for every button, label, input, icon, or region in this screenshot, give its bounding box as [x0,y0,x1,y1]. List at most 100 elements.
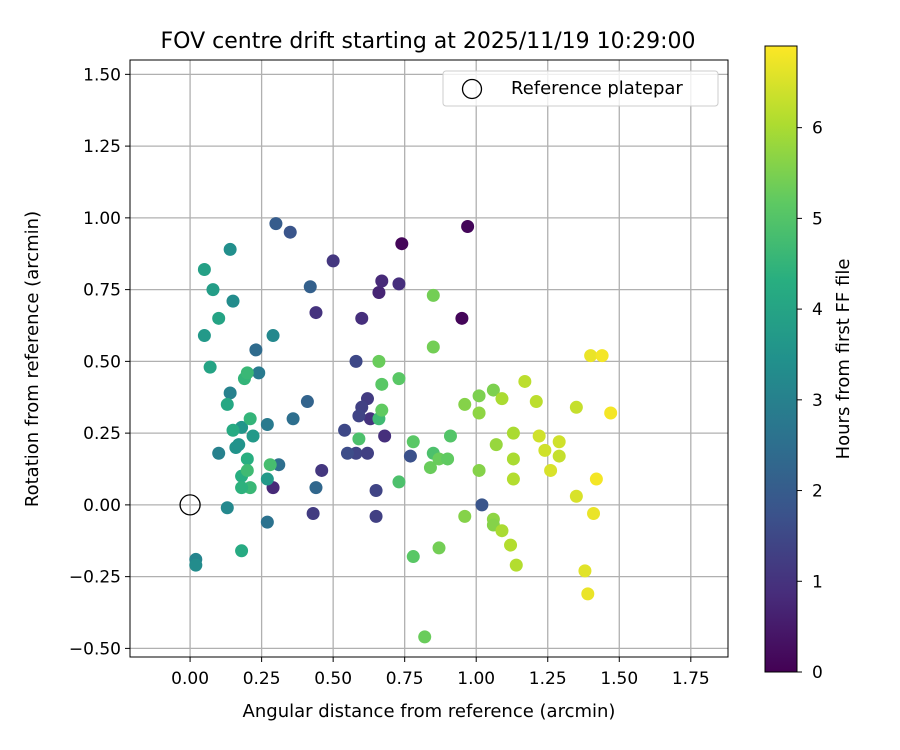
data-point [504,538,518,552]
data-point [472,463,486,477]
data-point [197,329,211,343]
reference-marker-layer [179,494,201,516]
data-point [306,506,320,520]
data-point [372,285,386,299]
data-point [246,429,260,443]
data-point [529,395,543,409]
data-point [352,432,366,446]
colorbar-tick-label: 3 [812,391,823,411]
data-point [369,484,383,498]
data-point [260,515,274,529]
data-point [569,489,583,503]
data-point [212,311,226,325]
data-point [375,377,389,391]
data-point [283,225,297,239]
data-point [506,472,520,486]
data-point [232,438,246,452]
data-point [252,366,266,380]
data-point [203,360,217,374]
x-tick-label: 0.25 [243,669,281,689]
data-point [392,372,406,386]
data-point [369,509,383,523]
data-point [518,374,532,388]
data-point [300,395,314,409]
x-tick-label: 1.25 [529,669,567,689]
data-point [587,506,601,520]
legend-box [442,70,719,107]
colorbar-tick-label: 6 [812,119,823,139]
data-point [338,423,352,437]
data-point [495,524,509,538]
data-point [378,429,392,443]
x-tick-label: 0.50 [314,669,352,689]
data-point [443,429,457,443]
data-point [581,587,595,601]
y-axis-label: Rotation from reference (arcmin) [22,211,43,507]
data-point [240,463,254,477]
data-point [260,418,274,432]
data-point [235,481,249,495]
data-point [584,349,598,363]
data-point [506,426,520,440]
x-tick-label: 1.00 [457,669,495,689]
y-tick-label: 0.75 [83,281,121,301]
y-tick-label: 0.00 [83,496,121,516]
data-point [392,277,406,291]
x-tick-label: 1.50 [600,669,638,689]
data-point [495,392,509,406]
data-point [206,283,220,297]
data-point [392,475,406,489]
data-point [538,443,552,457]
data-point [240,452,254,466]
data-point [226,423,240,437]
y-tick-label: 1.25 [83,137,121,157]
data-point [303,280,317,294]
y-tick-label: 0.25 [83,424,121,444]
data-point [197,263,211,277]
data-point [340,446,354,460]
data-point [235,544,249,558]
data-point [426,340,440,354]
data-point [489,438,503,452]
data-point [360,446,374,460]
data-point [352,409,366,423]
data-point [455,311,469,325]
legend-reference-marker [461,78,483,100]
colorbar-label: Hours from first FF file [833,259,854,460]
data-point [263,458,277,472]
data-point [269,217,283,231]
data-point [441,452,455,466]
data-point [472,406,486,420]
data-point [243,412,257,426]
y-tick-label: 0.50 [83,352,121,372]
data-point [458,397,472,411]
data-point [472,389,486,403]
data-point [355,311,369,325]
data-point [223,242,237,256]
colorbar: 0 1 2 3 4 5 6 Hours from first FF file [764,45,854,683]
legend: Reference platepar [442,70,719,107]
data-point [544,463,558,477]
colorbar-tick-label: 0 [812,663,823,683]
data-point [406,435,420,449]
data-point [475,498,489,512]
data-point [552,435,566,449]
data-point [220,397,234,411]
plot-frame [129,59,729,658]
data-point [432,541,446,555]
x-tick-label: 0.75 [386,669,424,689]
y-tick-label: 1.00 [83,209,121,229]
data-point [249,343,263,357]
colorbar-tick-label: 5 [812,209,823,229]
data-point [226,294,240,308]
data-point [532,429,546,443]
data-point [240,366,254,380]
colorbar-gradient [764,45,798,673]
data-point [578,564,592,578]
data-point [315,463,329,477]
reference-platepar-marker [179,494,201,516]
data-points [189,217,618,644]
data-point [223,386,237,400]
data-point [372,354,386,368]
